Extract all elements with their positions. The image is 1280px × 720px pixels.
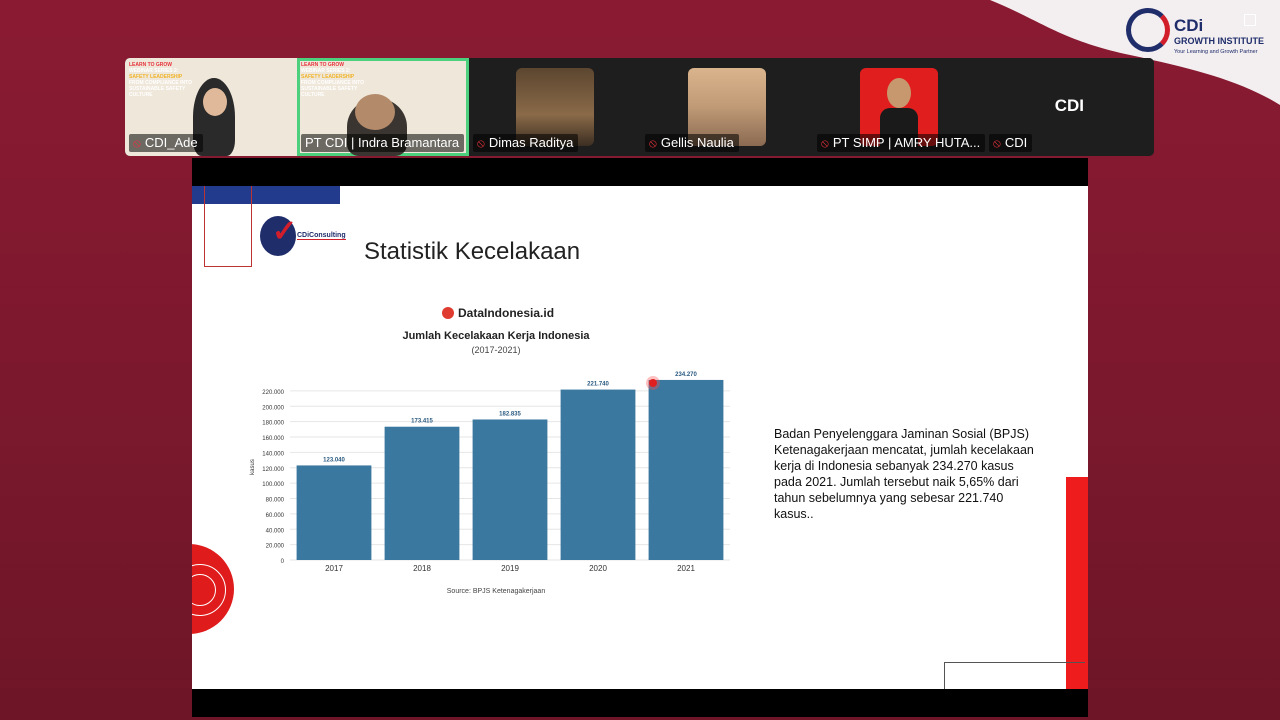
x-tick-label: 2017 — [325, 564, 343, 573]
webinar-thumbnail: LEARN TO GROW WEBINAR SERIES 2: SAFETY L… — [301, 62, 379, 98]
logo-text: CDiConsulting — [297, 232, 346, 240]
y-tick-label: 60.000 — [266, 513, 285, 519]
brand-name: CDi — [1174, 16, 1204, 35]
webinar-thumbnail: LEARN TO GROW WEBINAR SERIES 2: SAFETY L… — [129, 62, 207, 98]
webinar-line: LEARN TO GROW — [129, 62, 172, 68]
y-tick-label: 220.000 — [262, 390, 284, 396]
chart-source: Source: BPJS Ketenagakerjaan — [446, 588, 546, 595]
chart-brand: DataIndonesia.id — [442, 306, 554, 320]
y-tick-label: 200.000 — [262, 405, 284, 411]
cdi-consulting-logo: ✓ CDiConsulting — [260, 215, 350, 260]
chart-title: Jumlah Kecelakaan Kerja Indonesia — [402, 330, 590, 342]
participant-face — [203, 88, 227, 116]
participant-tile[interactable]: ⦸ PT SIMP | AMRY HUTA... — [813, 58, 986, 156]
participant-video — [516, 68, 594, 146]
participant-tile-active[interactable]: LEARN TO GROW WEBINAR SERIES 2: SAFETY L… — [297, 58, 469, 156]
bar-2019 — [472, 419, 548, 560]
slide-red-circle — [192, 544, 234, 634]
webinar-line: SAFETY LEADERSHIP — [301, 74, 355, 80]
webinar-line: LEARN TO GROW — [301, 62, 344, 68]
bar-chart: DataIndonesia.id Jumlah Kecelakaan Kerja… — [246, 296, 746, 614]
participant-tile[interactable]: LEARN TO GROW WEBINAR SERIES 2: SAFETY L… — [125, 58, 297, 156]
cdi-growth-institute-logo: CDi GROWTH INSTITUTE Your Learning and G… — [1126, 6, 1276, 68]
participant-name-label: ⦸ CDI — [989, 134, 1033, 152]
participant-video — [688, 68, 766, 146]
webinar-line: FROM COMPLIANCE INTO — [129, 80, 192, 86]
y-axis-label: kasus — [250, 459, 256, 475]
y-tick-label: 0 — [281, 559, 285, 565]
presentation-slide: ✓ CDiConsulting Statistik Kecelakaan Dat… — [192, 186, 1088, 689]
participant-strip: LEARN TO GROW WEBINAR SERIES 2: SAFETY L… — [125, 58, 1154, 156]
chart-subtitle: (2017-2021) — [471, 345, 521, 355]
dataindonesia-icon — [442, 307, 454, 319]
x-tick-label: 2019 — [501, 564, 519, 573]
mic-muted-icon: ⦸ — [133, 136, 141, 150]
restore-window-icon[interactable] — [1244, 14, 1256, 26]
mic-muted-icon: ⦸ — [821, 136, 829, 150]
webinar-line: WEBINAR SERIES 2: — [301, 68, 351, 74]
data-label: 123.040 — [323, 457, 345, 463]
participant-name-label: ⦸ PT SIMP | AMRY HUTA... — [817, 134, 986, 152]
data-label: 182.835 — [499, 411, 521, 417]
bar-2020 — [560, 389, 636, 560]
y-tick-label: 20.000 — [266, 544, 285, 550]
y-tick-label: 100.000 — [262, 482, 284, 488]
logo-d-icon — [260, 216, 296, 256]
bar-2017 — [296, 465, 372, 560]
bar-2021 — [648, 379, 724, 560]
y-tick-label: 40.000 — [266, 528, 285, 534]
slide-red-accent — [1066, 477, 1088, 689]
webinar-line: SAFETY LEADERSHIP — [129, 74, 183, 80]
data-label: 234.270 — [675, 372, 697, 378]
webinar-line: FROM COMPLIANCE INTO — [301, 80, 364, 86]
x-tick-label: 2021 — [677, 564, 695, 573]
webinar-line: WEBINAR SERIES 2: — [129, 68, 179, 74]
chart-plot: 0 20.000 40.000 60.000 80.000 100.000 120.000 1… — [250, 372, 730, 573]
participant-tile[interactable]: CDI ⦸ CDI — [985, 58, 1154, 156]
participant-name-label: PT CDI | Indra Bramantara — [301, 134, 465, 152]
logo-ring-icon — [1126, 8, 1170, 52]
brand-tagline: Your Learning and Growth Partner — [1174, 49, 1258, 55]
slide-accent-bar — [192, 186, 340, 204]
participant-name-label: ⦸ CDI_Ade — [129, 134, 203, 152]
logo-check-icon: ✓ — [272, 215, 298, 248]
participant-name-label: ⦸ Gellis Naulia — [645, 134, 739, 152]
brand-line: GROWTH INSTITUTE — [1174, 36, 1264, 46]
participant-initials: CDI — [1054, 96, 1084, 115]
y-tick-label: 140.000 — [262, 451, 284, 457]
participant-face — [887, 78, 911, 108]
mic-muted-icon: ⦸ — [477, 136, 485, 150]
slide-description: Badan Penyelenggara Jaminan Sosial (BPJS… — [774, 427, 1034, 521]
x-tick-label: 2018 — [413, 564, 431, 573]
participant-name-label: ⦸ Dimas Raditya — [473, 134, 579, 152]
y-tick-label: 80.000 — [266, 498, 285, 504]
data-label: 221.740 — [587, 382, 609, 388]
participant-tile[interactable]: ⦸ Dimas Raditya — [469, 58, 641, 156]
mic-muted-icon: ⦸ — [993, 136, 1001, 150]
participant-tile[interactable]: ⦸ Gellis Naulia — [641, 58, 813, 156]
brand-swoosh — [990, 0, 1280, 105]
webinar-line: SUSTAINABLE SAFETY CULTURE — [301, 86, 358, 98]
mic-muted-icon: ⦸ — [649, 136, 657, 150]
slide-corner-box — [944, 662, 1085, 689]
laser-pointer — [649, 379, 657, 387]
x-tick-label: 2020 — [589, 564, 607, 573]
y-tick-label: 120.000 — [262, 467, 284, 473]
data-label: 173.415 — [411, 419, 433, 425]
slide-title: Statistik Kecelakaan — [364, 238, 581, 265]
bar-2018 — [384, 426, 460, 560]
y-tick-label: 160.000 — [262, 436, 284, 442]
y-tick-label: 180.000 — [262, 421, 284, 427]
slide-accent-box — [204, 186, 252, 267]
webinar-line: SUSTAINABLE SAFETY CULTURE — [129, 86, 186, 98]
participant-face — [355, 94, 395, 130]
